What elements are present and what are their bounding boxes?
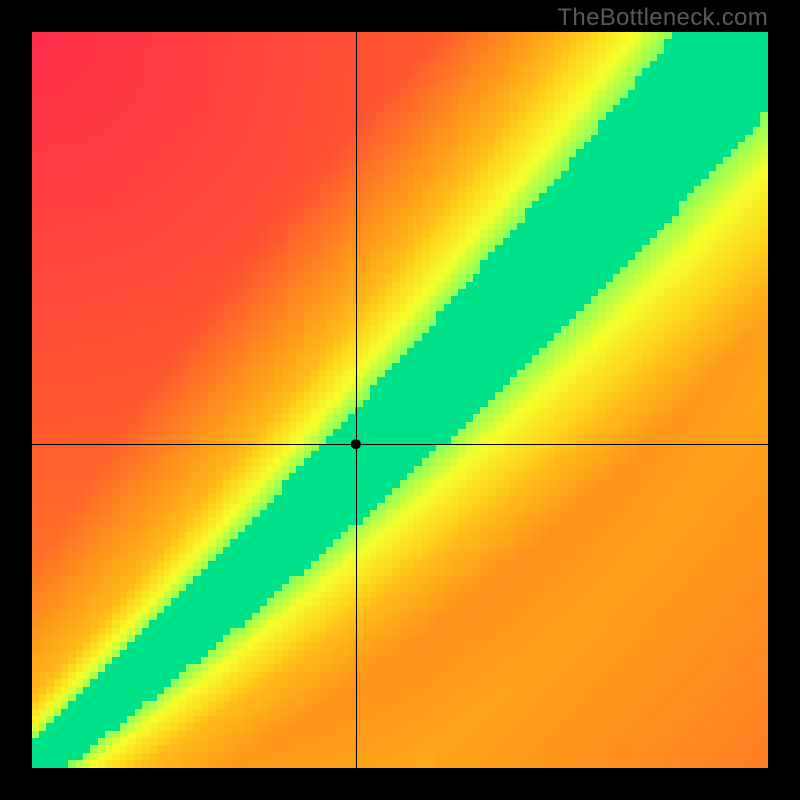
figure-container: TheBottleneck.com (0, 0, 800, 800)
heatmap-plot (32, 32, 768, 768)
watermark-text: TheBottleneck.com (557, 4, 768, 32)
heatmap-canvas (32, 32, 768, 768)
